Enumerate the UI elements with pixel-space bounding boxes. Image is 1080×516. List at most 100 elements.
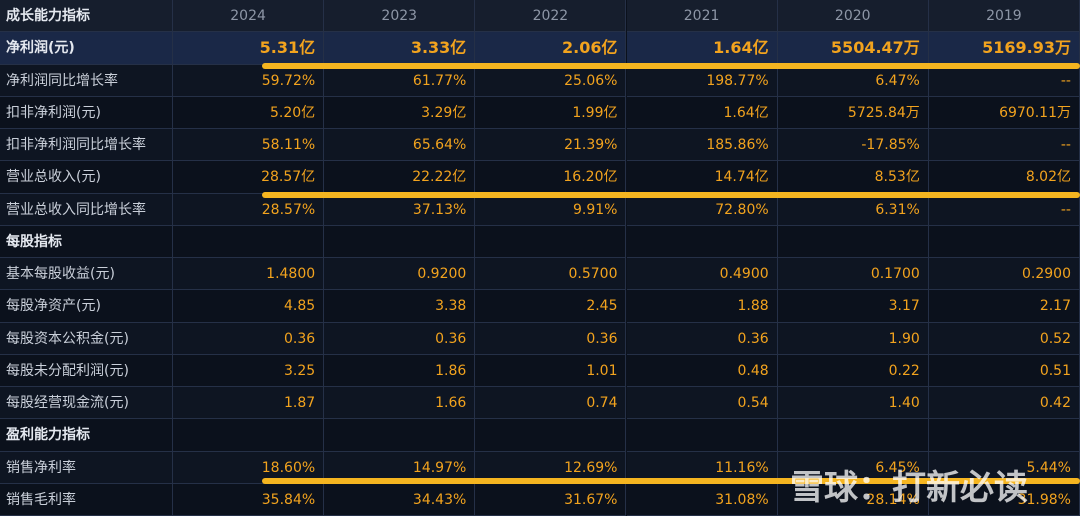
value-cell: 25.06% <box>475 64 627 97</box>
value-cell: 0.22 <box>777 354 929 387</box>
row-label: 营业总收入(元) <box>0 161 173 194</box>
value-cell: 1.90 <box>777 322 929 355</box>
value-cell: 37.13% <box>324 193 476 226</box>
value-cell: 6.31% <box>777 193 929 226</box>
value-cell: 1.64亿 <box>626 96 778 129</box>
value-cell: 9.91% <box>475 193 627 226</box>
value-cell: 3.29亿 <box>324 96 476 129</box>
value-cell: 4.85 <box>173 290 325 323</box>
value-cell: 0.36 <box>324 322 476 355</box>
year-header: 2022 <box>475 0 627 33</box>
row-label: 营业总收入同比增长率 <box>0 193 173 226</box>
value-cell: 8.53亿 <box>777 161 929 194</box>
header-title: 成长能力指标 <box>0 0 173 33</box>
row-label: 每股经营现金流(元) <box>0 387 173 420</box>
value-cell: 59.72% <box>173 64 325 97</box>
row-label: 每股未分配利润(元) <box>0 354 173 387</box>
row-label: 销售毛利率 <box>0 483 173 516</box>
value-cell <box>475 225 627 258</box>
value-cell <box>928 419 1080 452</box>
value-cell: 2.45 <box>475 290 627 323</box>
value-cell: 0.4900 <box>626 258 778 291</box>
value-cell <box>777 225 929 258</box>
value-cell: 5725.84万 <box>777 96 929 129</box>
value-cell: -17.85% <box>777 129 929 162</box>
value-cell: 8.02亿 <box>928 161 1080 194</box>
value-cell: 21.39% <box>475 129 627 162</box>
value-cell: 0.42 <box>928 387 1080 420</box>
value-cell: 6970.11万 <box>928 96 1080 129</box>
row-label: 每股资本公积金(元) <box>0 322 173 355</box>
value-cell: 28.57% <box>173 193 325 226</box>
value-cell: 1.01 <box>475 354 627 387</box>
value-cell: 2.06亿 <box>475 32 627 65</box>
value-cell: 18.60% <box>173 451 325 484</box>
value-cell: 185.86% <box>626 129 778 162</box>
row-label: 净利润同比增长率 <box>0 64 173 97</box>
value-cell: 0.2900 <box>928 258 1080 291</box>
value-cell: 31.67% <box>475 483 627 516</box>
value-cell: 31.98% <box>928 483 1080 516</box>
value-cell: -- <box>928 129 1080 162</box>
value-cell: 1.86 <box>324 354 476 387</box>
value-cell: 2.17 <box>928 290 1080 323</box>
row-label: 销售净利率 <box>0 451 173 484</box>
value-cell: 198.77% <box>626 64 778 97</box>
year-header: 2019 <box>928 0 1080 33</box>
value-cell: 1.88 <box>626 290 778 323</box>
value-cell: 16.20亿 <box>475 161 627 194</box>
year-header: 2020 <box>777 0 929 33</box>
value-cell: 5169.93万 <box>928 32 1080 65</box>
value-cell: 0.36 <box>475 322 627 355</box>
value-cell: 35.84% <box>173 483 325 516</box>
value-cell <box>626 225 778 258</box>
value-cell: -- <box>928 193 1080 226</box>
value-cell: 1.64亿 <box>626 32 778 65</box>
value-cell <box>626 419 778 452</box>
value-cell: 61.77% <box>324 64 476 97</box>
value-cell: 3.25 <box>173 354 325 387</box>
value-cell: 1.40 <box>777 387 929 420</box>
value-cell: 0.36 <box>173 322 325 355</box>
value-cell: 5.31亿 <box>173 32 325 65</box>
value-cell <box>324 419 476 452</box>
value-cell: 1.99亿 <box>475 96 627 129</box>
highlight-underline <box>262 63 1080 69</box>
row-label: 扣非净利润同比增长率 <box>0 129 173 162</box>
value-cell <box>173 419 325 452</box>
year-header: 2024 <box>173 0 325 33</box>
row-label: 基本每股收益(元) <box>0 258 173 291</box>
value-cell: 1.4800 <box>173 258 325 291</box>
value-cell: -- <box>928 64 1080 97</box>
value-cell: 28.57亿 <box>173 161 325 194</box>
value-cell: 0.36 <box>626 322 778 355</box>
value-cell: 28.14% <box>777 483 929 516</box>
value-cell: 0.54 <box>626 387 778 420</box>
value-cell: 72.80% <box>626 193 778 226</box>
value-cell: 0.9200 <box>324 258 476 291</box>
value-cell: 5504.47万 <box>777 32 929 65</box>
value-cell: 0.51 <box>928 354 1080 387</box>
value-cell: 6.47% <box>777 64 929 97</box>
section-label: 盈利能力指标 <box>0 419 173 452</box>
value-cell <box>173 225 325 258</box>
value-cell: 22.22亿 <box>324 161 476 194</box>
value-cell <box>928 225 1080 258</box>
highlight-underline <box>262 192 1080 198</box>
year-header: 2023 <box>324 0 476 33</box>
row-label: 扣非净利润(元) <box>0 96 173 129</box>
value-cell: 3.38 <box>324 290 476 323</box>
value-cell: 31.08% <box>626 483 778 516</box>
value-cell: 34.43% <box>324 483 476 516</box>
value-cell <box>324 225 476 258</box>
value-cell: 1.87 <box>173 387 325 420</box>
value-cell: 0.48 <box>626 354 778 387</box>
value-cell: 0.5700 <box>475 258 627 291</box>
value-cell: 1.66 <box>324 387 476 420</box>
value-cell: 3.33亿 <box>324 32 476 65</box>
value-cell: 58.11% <box>173 129 325 162</box>
row-label: 每股净资产(元) <box>0 290 173 323</box>
value-cell: 0.52 <box>928 322 1080 355</box>
value-cell: 5.20亿 <box>173 96 325 129</box>
